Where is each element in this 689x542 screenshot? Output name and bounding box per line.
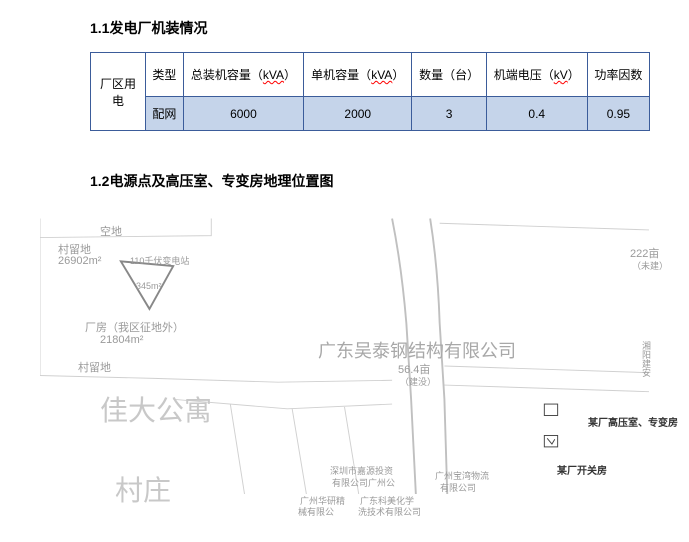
header-type: 类型 bbox=[146, 53, 184, 97]
map-label: 洗技术有限公司 bbox=[358, 505, 421, 518]
cell-type: 配网 bbox=[146, 97, 184, 131]
row-header-cell: 厂区用电 bbox=[91, 53, 146, 131]
cell-quantity: 3 bbox=[412, 97, 486, 131]
map-label: 21804m² bbox=[100, 334, 143, 346]
map-label: 湘阳建安 bbox=[640, 341, 653, 377]
header-voltage: 机端电压（kV） bbox=[486, 53, 587, 97]
section-2-heading: 1.2电源点及高压室、专变房地理位置图 bbox=[90, 171, 649, 191]
table-data-row: 配网 6000 2000 3 0.4 0.95 bbox=[91, 97, 650, 131]
map-label: 有限公司 bbox=[440, 481, 476, 494]
map-label: 械有限公 bbox=[298, 505, 334, 518]
map-label-jiadagongyu: 佳大公寓 bbox=[100, 389, 212, 429]
map-label: 厂房（我区征地外） bbox=[85, 319, 184, 335]
map-label: 有限公司广州公 bbox=[332, 476, 395, 489]
map-label: 26902m² bbox=[58, 255, 101, 267]
header-power-factor: 功率因数 bbox=[587, 53, 649, 97]
map-label: （建没） bbox=[400, 375, 436, 388]
cell-total-capacity: 6000 bbox=[183, 97, 303, 131]
map-label: 村留地 bbox=[78, 359, 111, 375]
map-label: 345m² bbox=[136, 281, 162, 291]
section-1-heading: 1.1发电厂机装情况 bbox=[90, 18, 649, 38]
generator-table: 厂区用电 类型 总装机容量（kVA） 单机容量（kVA） 数量（台） 机端电压（… bbox=[90, 52, 650, 131]
map-label: 空地 bbox=[100, 223, 122, 239]
header-unit-capacity: 单机容量（kVA） bbox=[304, 53, 412, 97]
map-label: （未建） bbox=[632, 259, 668, 272]
table-header-row: 厂区用电 类型 总装机容量（kVA） 单机容量（kVA） 数量（台） 机端电压（… bbox=[91, 53, 650, 97]
map-label-substation: 110千伏变电站 bbox=[130, 254, 189, 267]
map-label-kaiguan: 某厂开关房 bbox=[557, 462, 607, 477]
cell-power-factor: 0.95 bbox=[587, 97, 649, 131]
map-label-company: 广东吴泰钢结构有限公司 bbox=[318, 337, 516, 363]
cell-voltage: 0.4 bbox=[486, 97, 587, 131]
location-map: 空地 村留地 26902m² 110千伏变电站 345m² 厂房（我区征地外） … bbox=[40, 209, 649, 509]
map-label-gaoyashi: 某厂高压室、专变房 bbox=[588, 414, 678, 429]
header-total-capacity: 总装机容量（kVA） bbox=[183, 53, 303, 97]
map-label-cunzhuang: 村庄 bbox=[115, 469, 171, 509]
cell-unit-capacity: 2000 bbox=[304, 97, 412, 131]
header-quantity: 数量（台） bbox=[412, 53, 486, 97]
